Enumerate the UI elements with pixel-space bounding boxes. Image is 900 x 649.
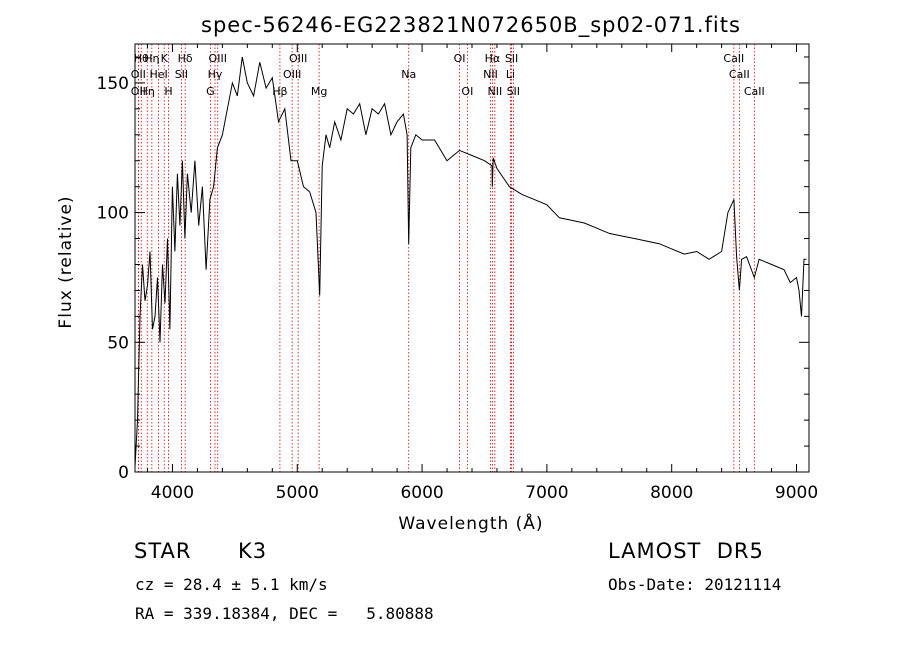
line-marker-label-14: OIII — [283, 68, 301, 81]
y-tick-label-3: 150 — [97, 74, 129, 94]
x-axis-label: Wavelength (Å) — [398, 512, 543, 534]
x-tick-label-0: 4000 — [151, 483, 194, 503]
spectral-line-labels: HθOIIOIIHηHηHeIKHSIIHδGHγOIIIHβOIIIOIIIM… — [131, 52, 765, 98]
line-marker-label-7: H — [164, 85, 172, 98]
line-marker-label-1: OII — [131, 68, 146, 81]
line-marker-label-16: Mg — [311, 85, 327, 98]
y-tick-label-0: 0 — [118, 463, 129, 483]
line-marker-label-22: NII — [487, 85, 502, 98]
line-marker-label-0: Hθ — [134, 52, 149, 65]
survey-label: LAMOST DR5 — [608, 539, 764, 563]
x-tick-label-4: 8000 — [650, 483, 693, 503]
line-marker-label-11: Hγ — [208, 68, 223, 81]
line-marker-label-23: Li — [506, 68, 515, 81]
y-tick-label-1: 50 — [107, 333, 129, 353]
line-marker-label-13: Hβ — [272, 85, 287, 98]
line-marker-label-18: OI — [454, 52, 466, 65]
line-marker-label-17: Na — [401, 68, 416, 81]
spectrum-line — [134, 56, 807, 467]
line-marker-label-3: Hη — [140, 85, 155, 98]
y-axis-label: Flux (relative) — [56, 195, 76, 328]
x-axis-ticks: 4000 5000 6000 7000 8000 9000 — [146, 44, 818, 503]
redshift-velocity: cz = 28.4 ± 5.1 km/s — [135, 575, 328, 594]
object-class: STAR — [134, 539, 192, 563]
line-marker-label-26: CaII — [723, 52, 744, 65]
line-marker-label-21: Hα — [485, 52, 501, 65]
line-marker-label-5: HeI — [149, 68, 167, 81]
x-tick-label-3: 7000 — [525, 483, 568, 503]
x-tick-label-1: 5000 — [276, 483, 319, 503]
line-marker-label-4: Hη — [144, 52, 159, 65]
chart-title: spec-56246-EG223821N072650B_sp02-071.fit… — [201, 13, 741, 38]
line-marker-label-25: SII — [507, 85, 520, 98]
line-marker-label-15: OIII — [289, 52, 307, 65]
y-tick-label-2: 100 — [97, 204, 129, 224]
x-tick-label-5: 9000 — [775, 483, 818, 503]
line-marker-label-6: K — [161, 52, 169, 65]
x-tick-label-2: 6000 — [400, 483, 443, 503]
line-marker-label-24: SII — [505, 52, 518, 65]
object-subclass: K3 — [238, 539, 268, 563]
line-marker-label-10: G — [206, 85, 215, 98]
line-marker-label-20: NII — [483, 68, 498, 81]
sky-coordinates: RA = 339.18384, DEC = 5.80888 — [135, 604, 434, 623]
y-axis-ticks: 0 50 100 150 — [97, 56, 809, 483]
observation-date: Obs-Date: 20121114 — [608, 575, 782, 594]
line-marker-label-19: OI — [461, 85, 473, 98]
line-marker-label-12: OIII — [209, 52, 227, 65]
line-marker-label-9: Hδ — [178, 52, 193, 65]
spectral-line-markers — [137, 44, 755, 472]
line-marker-label-8: SII — [175, 68, 188, 81]
line-marker-label-27: CaII — [729, 68, 750, 81]
line-marker-label-28: CaII — [744, 85, 765, 98]
